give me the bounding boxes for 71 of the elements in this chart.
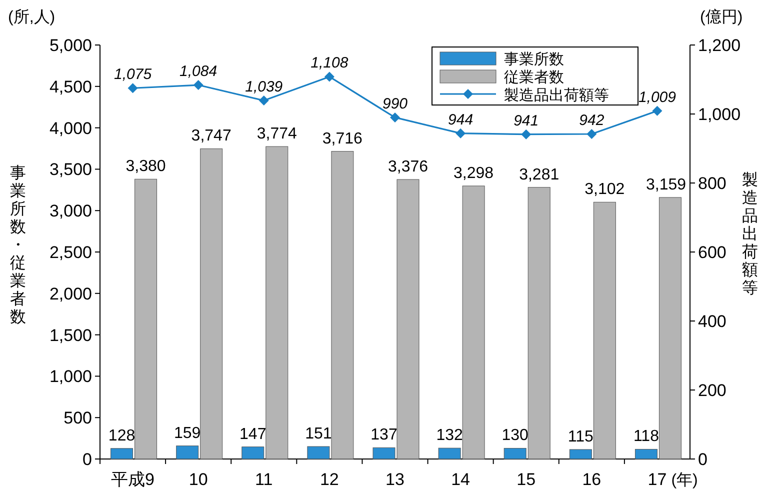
point	[128, 83, 138, 94]
data-label: 3,159	[646, 176, 686, 194]
text: 事業所数・従業者数	[10, 165, 26, 326]
y-tick-label: 0	[82, 450, 92, 469]
point	[193, 80, 204, 90]
y2-tick-label: 600	[698, 243, 726, 262]
x-axis-title: (年)	[671, 472, 698, 489]
x-tick-label: 14	[451, 470, 470, 489]
data-label: 1,075	[114, 66, 152, 84]
text: (所,人)	[8, 8, 56, 26]
data-label: 3,747	[191, 128, 232, 145]
y-tick-label: 4,500	[49, 77, 92, 96]
point	[390, 112, 400, 122]
x-tick-label: 11	[255, 470, 273, 489]
y-tick-label: 3,500	[49, 160, 92, 180]
data-label: 118	[633, 428, 660, 446]
data-label: 3,298	[454, 164, 494, 182]
data-label: 1,039	[245, 78, 284, 96]
y-tick-label: 1,500	[49, 326, 92, 345]
x-tick-label: 12	[320, 470, 339, 489]
x-tick-label: 15	[516, 470, 536, 489]
data-label: 132	[436, 427, 463, 444]
y-tick-label: 3,000	[49, 202, 92, 221]
data-label: 3,380	[126, 158, 166, 176]
point	[652, 106, 662, 116]
text: (億円)	[700, 8, 743, 26]
data-label: 137	[370, 426, 398, 444]
data-label: 3,716	[322, 130, 363, 148]
y-tick-label: 2,500	[49, 243, 92, 262]
data-label: 3,376	[388, 158, 428, 176]
data-label: 147	[240, 426, 266, 443]
legend-label: 従業者数	[504, 69, 564, 86]
data-label: 942	[579, 112, 605, 130]
data-label: 1,084	[180, 63, 218, 80]
y2-tick-label: 800	[698, 174, 726, 193]
data-label: 130	[502, 427, 529, 444]
point	[456, 128, 466, 138]
data-label: 3,102	[584, 181, 625, 198]
y-tick-label: 1,000	[49, 367, 92, 386]
y2-tick-label: 1,000	[698, 105, 741, 124]
y-tick-label: 2,000	[49, 284, 92, 304]
y2-tick-label: 200	[698, 381, 726, 400]
point	[324, 72, 334, 82]
data-label: 941	[514, 112, 539, 130]
y2-axis-title: 製造品出荷額等	[742, 171, 758, 297]
x-tick-label: 10	[188, 470, 208, 489]
data-label: 151	[305, 425, 332, 442]
x-tick-label: 16	[582, 470, 602, 489]
data-label: 944	[448, 111, 474, 128]
data-label: 990	[382, 95, 408, 112]
data-label: 128	[108, 427, 136, 444]
data-label: 3,774	[256, 126, 298, 143]
data-label: 1,108	[310, 54, 349, 72]
legend-label: 製造品出荷額等	[504, 87, 609, 104]
data-label: 115	[568, 428, 594, 446]
data-label: 1,009	[638, 88, 677, 106]
legend-label: 事業所数	[504, 51, 564, 68]
y-tick-label: 4,000	[49, 118, 92, 138]
y2-tick-label: 0	[698, 450, 708, 469]
y-tick-label: 500	[64, 408, 92, 428]
y2-tick-label: 400	[698, 312, 726, 331]
data-label: 159	[174, 424, 201, 442]
point	[586, 129, 597, 140]
x-tick-label: 17	[648, 470, 667, 489]
y-tick-label: 5,000	[49, 36, 92, 55]
x-tick-label: 平成9	[111, 470, 155, 489]
y2-tick-label: 1,200	[698, 36, 741, 55]
point	[258, 96, 269, 106]
x-tick-label: 13	[386, 470, 404, 489]
data-label: 3,281	[519, 166, 560, 184]
point	[521, 129, 532, 140]
